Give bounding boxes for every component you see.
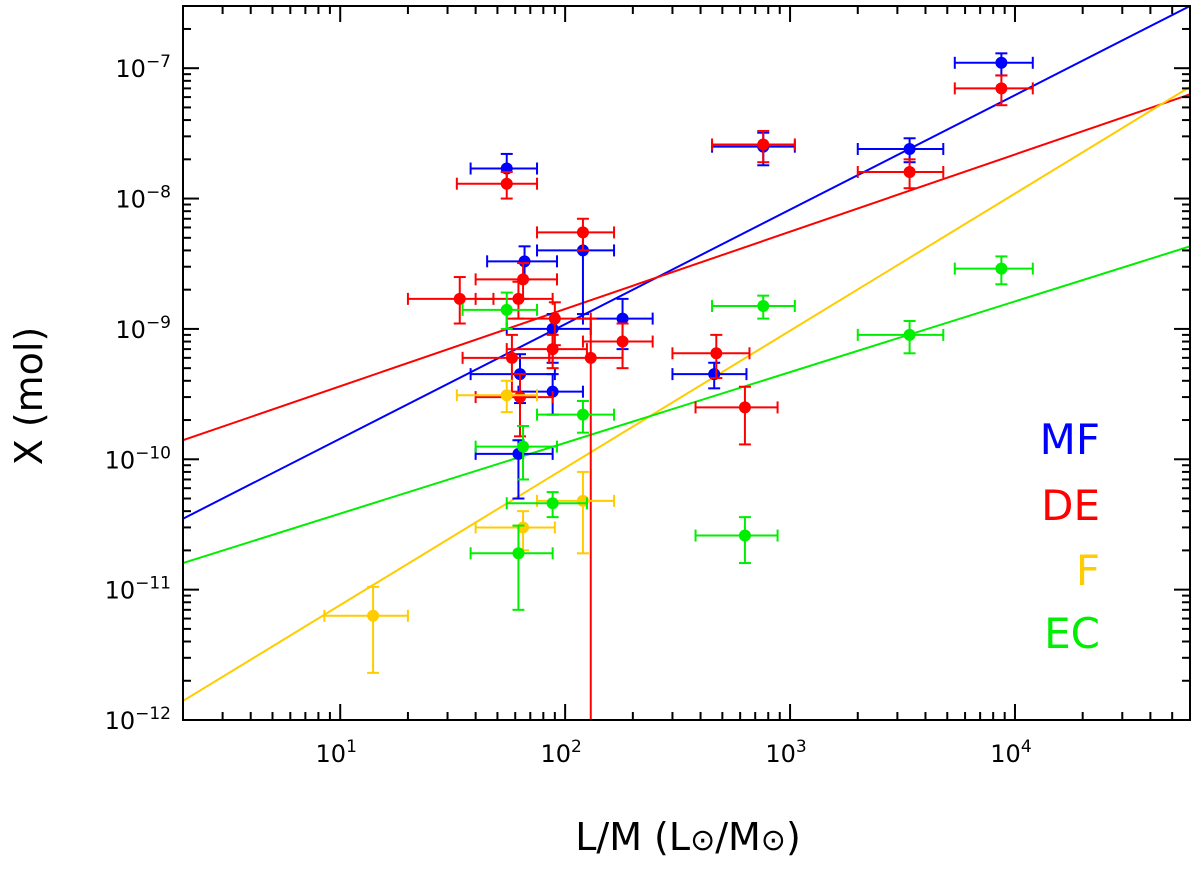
data-point [546,497,559,510]
x-axis-title-prefix: L/M (L [575,815,690,859]
y-axis-title: X (mol) [7,327,51,466]
y-tick-label: 10−12 [105,704,171,735]
data-point [517,521,530,534]
data-point [576,226,589,239]
x-tick-label: 103 [765,737,806,768]
data-point [518,255,531,268]
data-point [757,138,770,151]
data-point [738,529,751,542]
data-point [500,177,513,190]
series-mf [469,52,1034,500]
y-tick-label-exponent: −12 [135,704,171,724]
x-axis-title-mid: /M [715,815,761,859]
data-point [505,351,518,364]
series-ec [461,255,1034,611]
data-point [367,609,380,622]
fit-line-ec [183,245,1190,564]
data-point [500,303,513,316]
legend-label-mf: MF [1040,415,1100,464]
data-point [576,408,589,421]
x-tick-label-exponent: 1 [346,737,357,757]
fit-line-mf [183,6,1190,520]
x-tick-label-base: 10 [540,740,571,768]
x-tick-label-exponent: 4 [1021,737,1032,757]
data-point [903,142,916,155]
x-tick-label-base: 10 [765,740,796,768]
data-point [995,262,1008,275]
y-tick-label-exponent: −11 [135,574,171,594]
plot-frame [182,5,1191,721]
x-axis-title-suffix: ) [786,815,801,859]
y-tick-label-exponent: −7 [146,52,171,72]
data-point [548,312,561,325]
series-de [406,74,1034,720]
y-tick-label-base: 10 [105,577,136,605]
fit-line-de [183,93,1190,442]
data-point [738,401,751,414]
x-tick-label-base: 10 [316,740,347,768]
data-point [584,351,597,364]
x-axis-title: L/M (L⊙/M⊙) [575,815,801,859]
y-tick-label-exponent: −10 [135,443,171,463]
legend-label-de: DE [1041,481,1100,530]
y-tick-label: 10−9 [115,313,171,344]
y-tick-label-base: 10 [105,446,136,474]
y-tick-label-base: 10 [105,707,136,735]
data-point [903,328,916,341]
legend-label-f: F [1076,546,1100,595]
sun-symbol: ⊙ [690,823,715,858]
data-point [903,165,916,178]
legend-label-ec: EC [1044,609,1100,658]
fit-line-f [183,85,1190,702]
y-tick-label-base: 10 [115,186,146,214]
sun-symbol-2: ⊙ [761,823,786,858]
data-point [995,82,1008,95]
x-tick-label-exponent: 2 [571,737,582,757]
y-tick-label-base: 10 [115,55,146,83]
data-point [517,440,530,453]
data-point [514,391,527,404]
y-tick-label-exponent: −9 [146,313,171,333]
fit-lines [183,6,1190,702]
data-point [546,322,559,335]
y-tick-label: 10−10 [105,443,171,474]
data-point [500,389,513,402]
data-point [453,292,466,305]
y-tick-label-base: 10 [115,316,146,344]
data-points [323,52,1034,720]
data-point [616,335,629,348]
x-tick-label: 102 [540,737,581,768]
data-point [710,347,723,360]
legend: MF DE F EC [1040,415,1100,658]
data-point [512,547,525,560]
y-tick-label: 10−8 [115,183,171,214]
data-point [995,56,1008,69]
y-tick-label: 10−7 [115,52,171,83]
y-tick-label: 10−11 [105,574,171,605]
data-point [616,312,629,325]
x-tick-label-exponent: 3 [796,737,807,757]
x-tick-label: 104 [990,737,1031,768]
x-tick-label-base: 10 [990,740,1021,768]
data-point [512,292,525,305]
y-tick-label-exponent: −8 [146,183,171,203]
x-tick-label: 101 [316,737,357,768]
data-point [757,299,770,312]
